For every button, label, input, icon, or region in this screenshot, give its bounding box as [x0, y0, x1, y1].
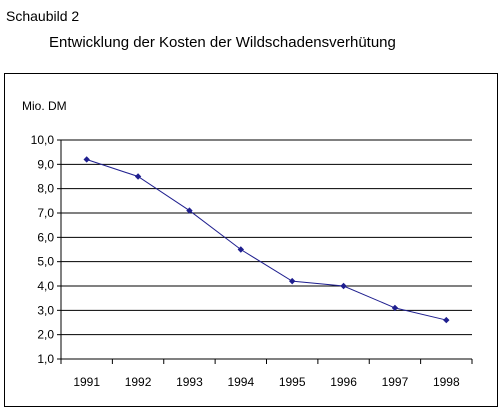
x-tick-label: 1998 [433, 375, 460, 389]
x-tick-label: 1996 [330, 375, 357, 389]
axes [57, 139, 473, 364]
y-axis-label: Mio. DM [22, 99, 67, 113]
data-point [237, 246, 245, 253]
grid-lines [61, 139, 472, 336]
data-point [443, 316, 450, 324]
data-point [391, 304, 399, 312]
data-points [83, 156, 450, 324]
y-tick-label: 1,0 [37, 352, 54, 366]
y-tick-label: 9,0 [37, 157, 54, 171]
y-tick-label: 7,0 [37, 206, 54, 220]
x-tick-label: 1991 [73, 375, 100, 389]
y-tick-label: 6,0 [37, 230, 54, 244]
y-tick-label: 2,0 [37, 328, 54, 342]
x-tick-label: 1997 [382, 375, 409, 389]
x-tick-label: 1994 [227, 375, 254, 389]
chart-frame [4, 73, 498, 407]
data-point [134, 173, 142, 180]
figure-caption: Schaubild 2 [6, 8, 80, 24]
data-point [83, 156, 90, 163]
x-tick-label: 1993 [176, 375, 203, 389]
x-tick-label: 1992 [125, 375, 152, 389]
y-tick-label: 5,0 [37, 255, 54, 269]
x-tick-label: 1995 [279, 375, 306, 389]
data-point [288, 277, 296, 285]
y-tick-label: 10,0 [31, 133, 55, 147]
series-line [86, 158, 447, 321]
y-tick-label: 4,0 [37, 279, 54, 293]
y-tick-labels: 1,0 2,0 3,0 4,0 5,0 6,0 7,0 8,0 9,0 10,0 [31, 133, 55, 366]
y-tick-label: 3,0 [37, 303, 54, 317]
chart-title: Entwicklung der Kosten der Wildschadensv… [49, 34, 396, 51]
data-point [340, 282, 347, 290]
series-line-path [86, 158, 447, 321]
y-tick-label: 8,0 [37, 182, 54, 196]
data-point [186, 207, 193, 214]
x-tick-labels: 1991 1992 1993 1994 1995 1996 1997 1998 [73, 375, 460, 389]
